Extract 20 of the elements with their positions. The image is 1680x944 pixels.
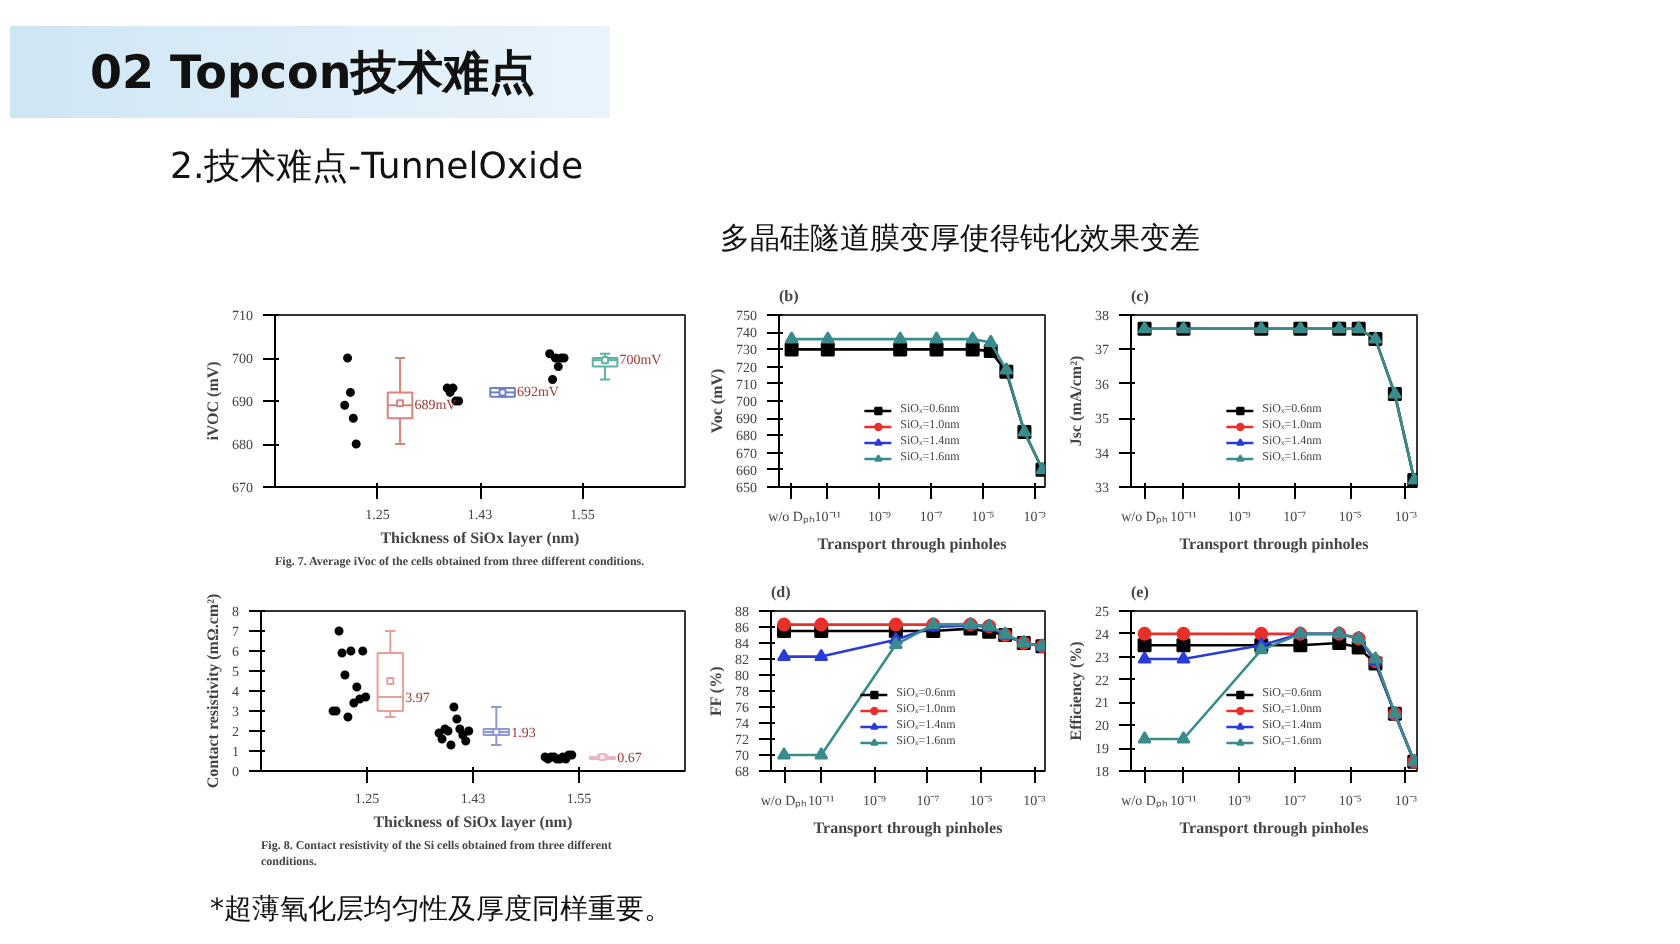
y-axis-title: iVOC (mV): [204, 360, 222, 441]
y-axis-title: Voc (mV): [708, 367, 726, 434]
text: 02 Topcon技术难点: [90, 46, 536, 104]
y-axis-title: Efficiency (%): [1067, 640, 1085, 741]
chart-title: (b): [779, 287, 800, 305]
chart-title: (e): [1131, 583, 1150, 601]
y-axis-title: Jsc (mA/cm²): [1067, 355, 1085, 447]
text: 2.技术难点-TunnelOxide: [170, 144, 584, 192]
x-axis-title: Transport through pinholes: [817, 535, 1007, 553]
x-axis-title: Transport through pinholes: [1179, 819, 1369, 837]
text: 多晶硅隧道膜变厚使得钝化效果变差: [718, 218, 1202, 260]
x-axis-title: Transport through pinholes: [1179, 535, 1369, 553]
y-axis-title: Contact resistivity (mΩ.cm²): [204, 593, 222, 789]
x-axis-title: Thickness of SiOx layer (nm): [380, 529, 580, 547]
x-axis-title: Thickness of SiOx layer (nm): [373, 813, 573, 831]
y-axis-title: FF (%): [707, 665, 725, 717]
chart-title: (d): [771, 583, 792, 601]
chart-title: (c): [1131, 287, 1150, 305]
text: *超薄氧化层均匀性及厚度同样重要。: [210, 892, 672, 930]
x-axis-title: Transport through pinholes: [813, 819, 1003, 837]
